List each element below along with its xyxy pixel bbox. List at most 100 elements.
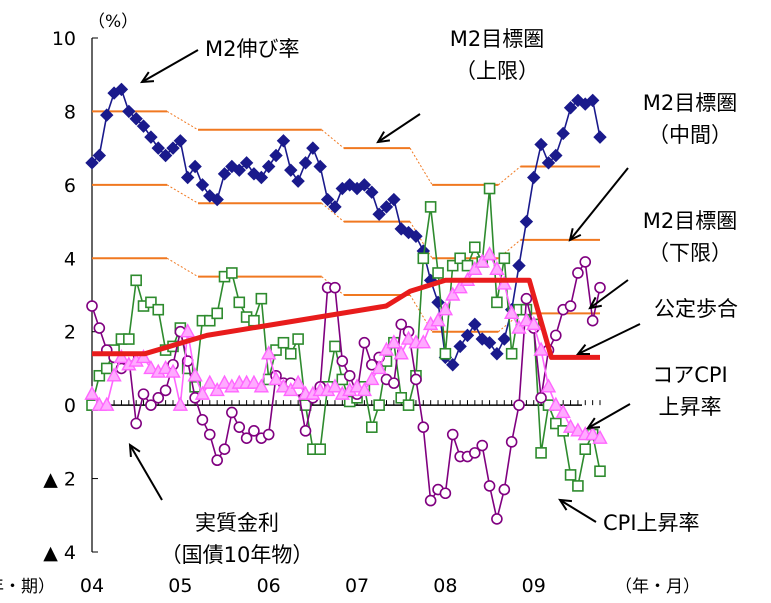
diamond-marker	[313, 159, 327, 174]
y-tick-label: 4	[64, 248, 76, 270]
circle-marker	[505, 436, 518, 448]
triangle-marker	[378, 341, 395, 356]
square-marker	[226, 267, 238, 279]
triangle-marker	[290, 374, 306, 389]
triangle-marker	[562, 418, 579, 433]
diamond-marker	[129, 112, 143, 126]
triangle-marker	[393, 345, 409, 360]
triangle-marker	[253, 378, 270, 393]
band-connector	[409, 221, 433, 259]
annotation-m2-upper: M2目標圏 （上限）	[376, 27, 544, 144]
circle-marker	[491, 513, 503, 525]
axes: 10 8 6 4 2 0 ▲ 2 ▲ 404 05 06 07 08 09	[43, 28, 601, 597]
band-connector	[321, 129, 345, 149]
diamond-marker	[291, 174, 305, 188]
triangle-marker	[261, 345, 277, 360]
circle-marker	[535, 391, 547, 404]
annotation-m2-growth: M2伸び率	[140, 37, 299, 84]
band-connector	[498, 166, 521, 186]
square-marker	[417, 252, 430, 265]
diamond-marker	[357, 178, 372, 192]
diamond-marker	[100, 108, 114, 122]
triangle-marker	[489, 260, 505, 275]
arrow-head	[586, 417, 601, 430]
circle-marker	[299, 425, 312, 437]
annotation-text: M2目標圏	[643, 91, 737, 115]
square-marker	[255, 292, 268, 305]
square-marker	[145, 296, 157, 309]
arrow-line	[577, 323, 641, 355]
circle-marker	[203, 428, 216, 441]
diamond-marker	[195, 178, 210, 192]
diamond-marker	[549, 148, 563, 163]
square-marker	[550, 417, 562, 430]
diamond-marker	[409, 229, 423, 243]
diamond-marker	[453, 339, 467, 354]
square-marker	[439, 347, 452, 360]
band-connector	[166, 184, 199, 204]
x-tick-label: 04	[80, 575, 104, 597]
circle-marker	[572, 267, 584, 279]
annotation-text: （国債10年物）	[161, 543, 314, 567]
triangle-marker	[445, 286, 461, 301]
diamond-marker	[180, 170, 195, 185]
diamond-marker	[460, 328, 475, 343]
circle-marker	[513, 399, 525, 411]
circle-marker	[586, 314, 599, 327]
diamond-marker	[563, 101, 578, 115]
series-line	[91, 259, 601, 520]
square-marker	[100, 362, 113, 375]
circle-marker	[218, 443, 231, 456]
square-marker	[292, 333, 304, 345]
annotation-core-cpi: コアCPI 上昇率	[586, 363, 728, 430]
circle-marker	[196, 414, 209, 426]
y-tick-label: ▲ 4	[43, 542, 76, 564]
y-tick-label: 6	[64, 175, 76, 197]
diamond-marker	[232, 163, 246, 177]
square-marker	[432, 267, 444, 279]
triangle-marker	[106, 367, 122, 382]
x-tick-label: 09	[522, 575, 546, 597]
arrow-line	[569, 167, 629, 241]
arrow-head	[588, 296, 602, 310]
band-connector	[498, 312, 521, 333]
triangle-marker	[275, 378, 292, 393]
diamond-marker	[593, 130, 607, 144]
square-marker	[130, 274, 142, 287]
annotation-text: コアCPI	[652, 363, 728, 387]
diamond-marker	[239, 156, 254, 170]
triangle-marker	[172, 396, 189, 411]
triangle-marker	[548, 396, 564, 411]
diamond-marker	[512, 258, 526, 273]
triangle-marker	[511, 319, 527, 334]
triangle-marker	[216, 374, 233, 389]
circle-marker	[336, 355, 349, 367]
circle-marker	[211, 454, 223, 467]
band-connector	[321, 276, 345, 296]
triangle-marker	[187, 367, 203, 382]
annotation-text: CPI上昇率	[603, 511, 700, 535]
triangle-marker	[503, 304, 520, 320]
triangle-marker	[194, 385, 211, 400]
circle-marker	[550, 329, 562, 342]
circle-marker	[469, 447, 481, 459]
square-marker	[329, 340, 341, 353]
circle-marker	[417, 421, 430, 433]
x-unit-left-label: （年・期）	[0, 577, 55, 597]
y-tick-label: 10	[52, 28, 76, 50]
circle-marker	[226, 406, 238, 419]
triangle-marker	[356, 381, 373, 397]
circle-marker	[395, 318, 408, 331]
square-marker	[314, 443, 327, 456]
annotation-text: 公定歩合	[654, 297, 738, 321]
diamond-marker	[527, 170, 541, 185]
diamond-marker	[387, 192, 401, 207]
diamond-marker	[261, 159, 276, 174]
arrow-line	[141, 49, 199, 83]
annotation-text: M2伸び率	[205, 37, 299, 61]
circle-marker	[233, 421, 246, 433]
diamond-marker	[328, 200, 342, 214]
diamond-marker	[320, 192, 335, 207]
series-公定歩合	[92, 277, 600, 360]
diamond-marker	[519, 214, 534, 229]
